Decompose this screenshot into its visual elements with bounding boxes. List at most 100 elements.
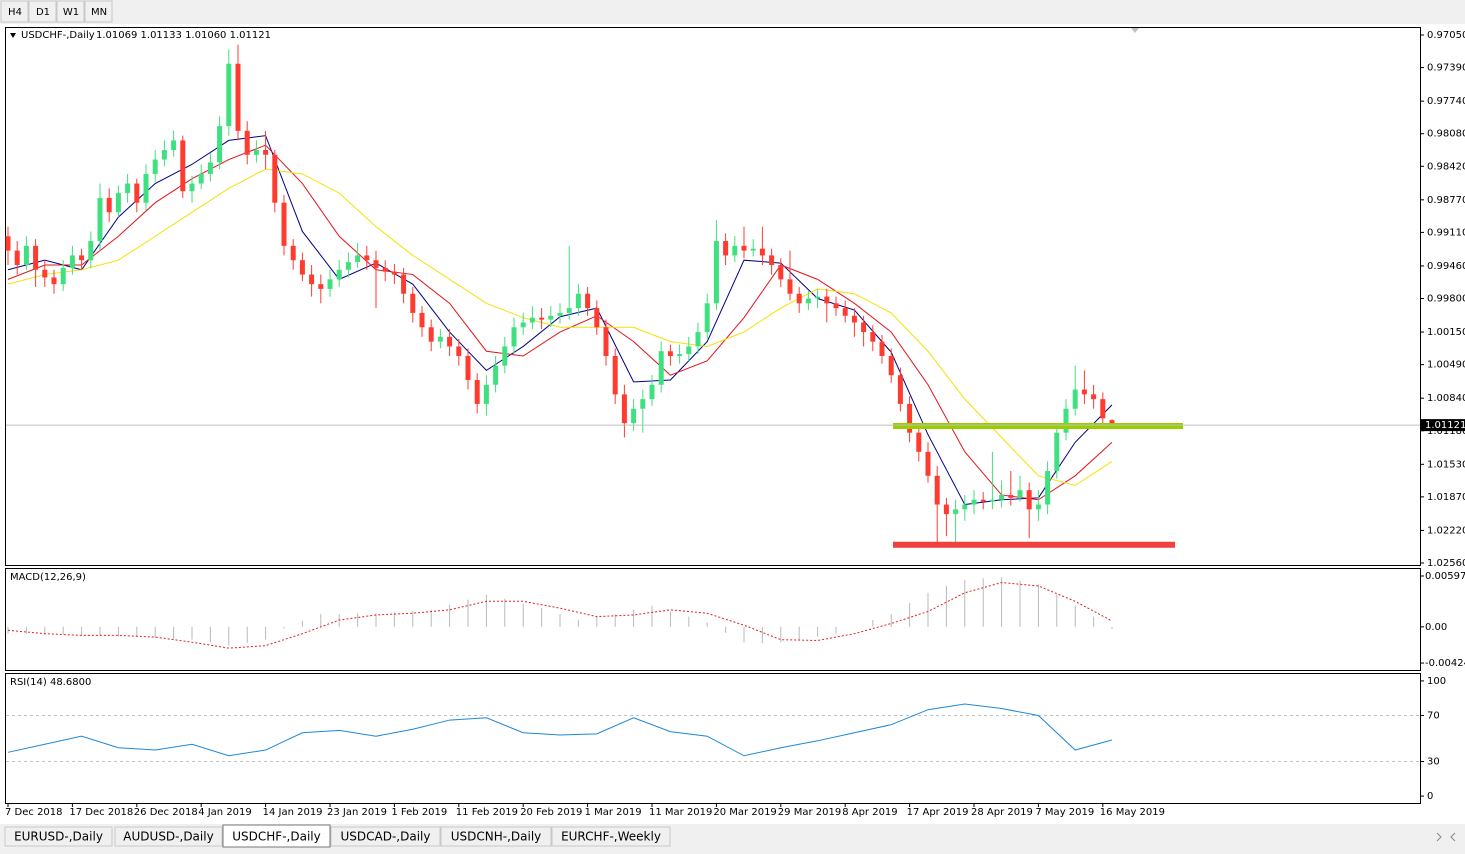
candle: [953, 499, 959, 546]
timeframe-button[interactable]: W1: [56, 0, 85, 23]
y-tick-label: 0.99460: [1427, 261, 1465, 272]
candle-body: [585, 293, 591, 309]
candle-body: [971, 499, 977, 505]
candle-body: [704, 303, 710, 333]
timeframe-button[interactable]: H4: [0, 0, 29, 23]
candle-body: [1054, 432, 1060, 472]
candle: [851, 308, 857, 337]
timeframe-button[interactable]: D1: [28, 0, 57, 23]
symbol-tab-label[interactable]: EURUSD-,Daily: [14, 830, 103, 844]
x-tick-label: 8 Apr 2019: [842, 807, 897, 818]
y-tick-label: 0.99110: [1427, 227, 1465, 238]
candle: [1035, 490, 1041, 521]
candle: [603, 319, 609, 366]
symbol-tab[interactable]: USDCNH-,Daily: [440, 826, 552, 847]
candle-body: [226, 63, 232, 127]
candle: [585, 287, 591, 316]
symbol-tab[interactable]: AUDUSD-,Daily: [114, 826, 223, 847]
y-tick-label: 1.01530: [1427, 459, 1465, 470]
candle: [934, 466, 940, 543]
candle: [548, 306, 554, 328]
candle: [180, 135, 186, 198]
candle-body: [474, 379, 480, 404]
candle: [686, 336, 692, 361]
symbol-tab[interactable]: USDCHF-,Daily: [222, 824, 331, 848]
candle: [649, 375, 655, 406]
timeframe-label[interactable]: W1: [63, 7, 79, 18]
timeframe-label[interactable]: H4: [8, 7, 22, 18]
symbol-tab-frame[interactable]: [4, 826, 113, 847]
candle: [373, 250, 379, 309]
candle: [916, 425, 922, 462]
tab-scroll-left[interactable]: [1436, 832, 1442, 842]
symbol-tab-label[interactable]: USDCAD-,Daily: [341, 830, 431, 844]
candle-body: [658, 351, 664, 385]
candle-body: [621, 394, 627, 424]
timeframe-button-frame[interactable]: [84, 0, 113, 23]
candle: [437, 329, 443, 349]
symbol-tab[interactable]: USDCAD-,Daily: [330, 826, 441, 847]
candle-body: [345, 262, 351, 270]
candle: [401, 267, 407, 304]
candle: [759, 226, 765, 265]
candle-body: [511, 327, 517, 347]
candle-body: [943, 504, 949, 515]
symbol-tab-label[interactable]: EURCHF-,Weekly: [561, 830, 661, 844]
symbol-tab-frame[interactable]: [330, 826, 441, 847]
symbol-tab-label[interactable]: USDCNH-,Daily: [451, 830, 542, 844]
candle: [989, 451, 995, 510]
candle-body: [851, 315, 857, 323]
bid-price-box: [1421, 419, 1465, 432]
candle: [1063, 399, 1069, 441]
candle: [263, 130, 269, 170]
candle: [272, 149, 278, 213]
symbol-tab-frame[interactable]: [440, 826, 552, 847]
macd-title: MACD(12,26,9): [10, 572, 86, 583]
candle: [723, 233, 729, 265]
symbol-tab-frame[interactable]: [114, 826, 223, 847]
candle-body: [631, 408, 637, 424]
timeframe-label[interactable]: MN: [91, 7, 107, 18]
candle: [925, 442, 931, 483]
candle-body: [493, 365, 499, 385]
candle-body: [1017, 490, 1023, 498]
candle: [345, 252, 351, 278]
candle: [447, 329, 453, 357]
symbol-tab-label[interactable]: AUDUSD-,Daily: [123, 830, 213, 844]
candle-body: [364, 255, 370, 261]
symbol-tab[interactable]: EURUSD-,Daily: [4, 826, 113, 847]
candle: [309, 264, 315, 297]
candle-body: [888, 356, 894, 376]
y-tick-label: 1.00490: [1427, 360, 1465, 371]
timeframe-button-frame[interactable]: [0, 0, 29, 23]
candle-body: [51, 277, 57, 285]
candle: [778, 258, 784, 288]
timeframe-button-frame[interactable]: [56, 0, 85, 23]
candle: [290, 239, 296, 270]
candle: [391, 264, 397, 285]
x-tick-label: 1 Feb 2019: [391, 807, 447, 818]
candle-body: [934, 475, 940, 505]
x-tick-label: 1 Mar 2019: [585, 807, 642, 818]
candle-body: [907, 403, 913, 433]
symbol-tab-frame[interactable]: [551, 826, 671, 847]
y-tick-label: 0.00: [1425, 622, 1447, 633]
candle-body: [732, 245, 738, 256]
symbol-tab-frame[interactable]: [222, 824, 331, 848]
timeframe-button[interactable]: MN: [84, 0, 113, 23]
candle-body: [115, 193, 121, 213]
tab-scroll-right[interactable]: [1450, 832, 1456, 842]
x-tick-label: 20 Feb 2019: [520, 807, 582, 818]
timeframe-label[interactable]: D1: [36, 7, 50, 18]
y-tick-label: 0.98770: [1427, 195, 1465, 206]
candle-body: [677, 354, 683, 357]
symbol-tab-label[interactable]: USDCHF-,Daily: [232, 830, 320, 844]
symbol-tab[interactable]: EURCHF-,Weekly: [551, 826, 671, 847]
candle-body: [824, 296, 830, 304]
candle: [787, 250, 793, 301]
timeframe-button-frame[interactable]: [28, 0, 57, 23]
candle-body: [520, 322, 526, 328]
y-tick-label: 0: [1427, 791, 1433, 802]
candle: [88, 231, 94, 268]
